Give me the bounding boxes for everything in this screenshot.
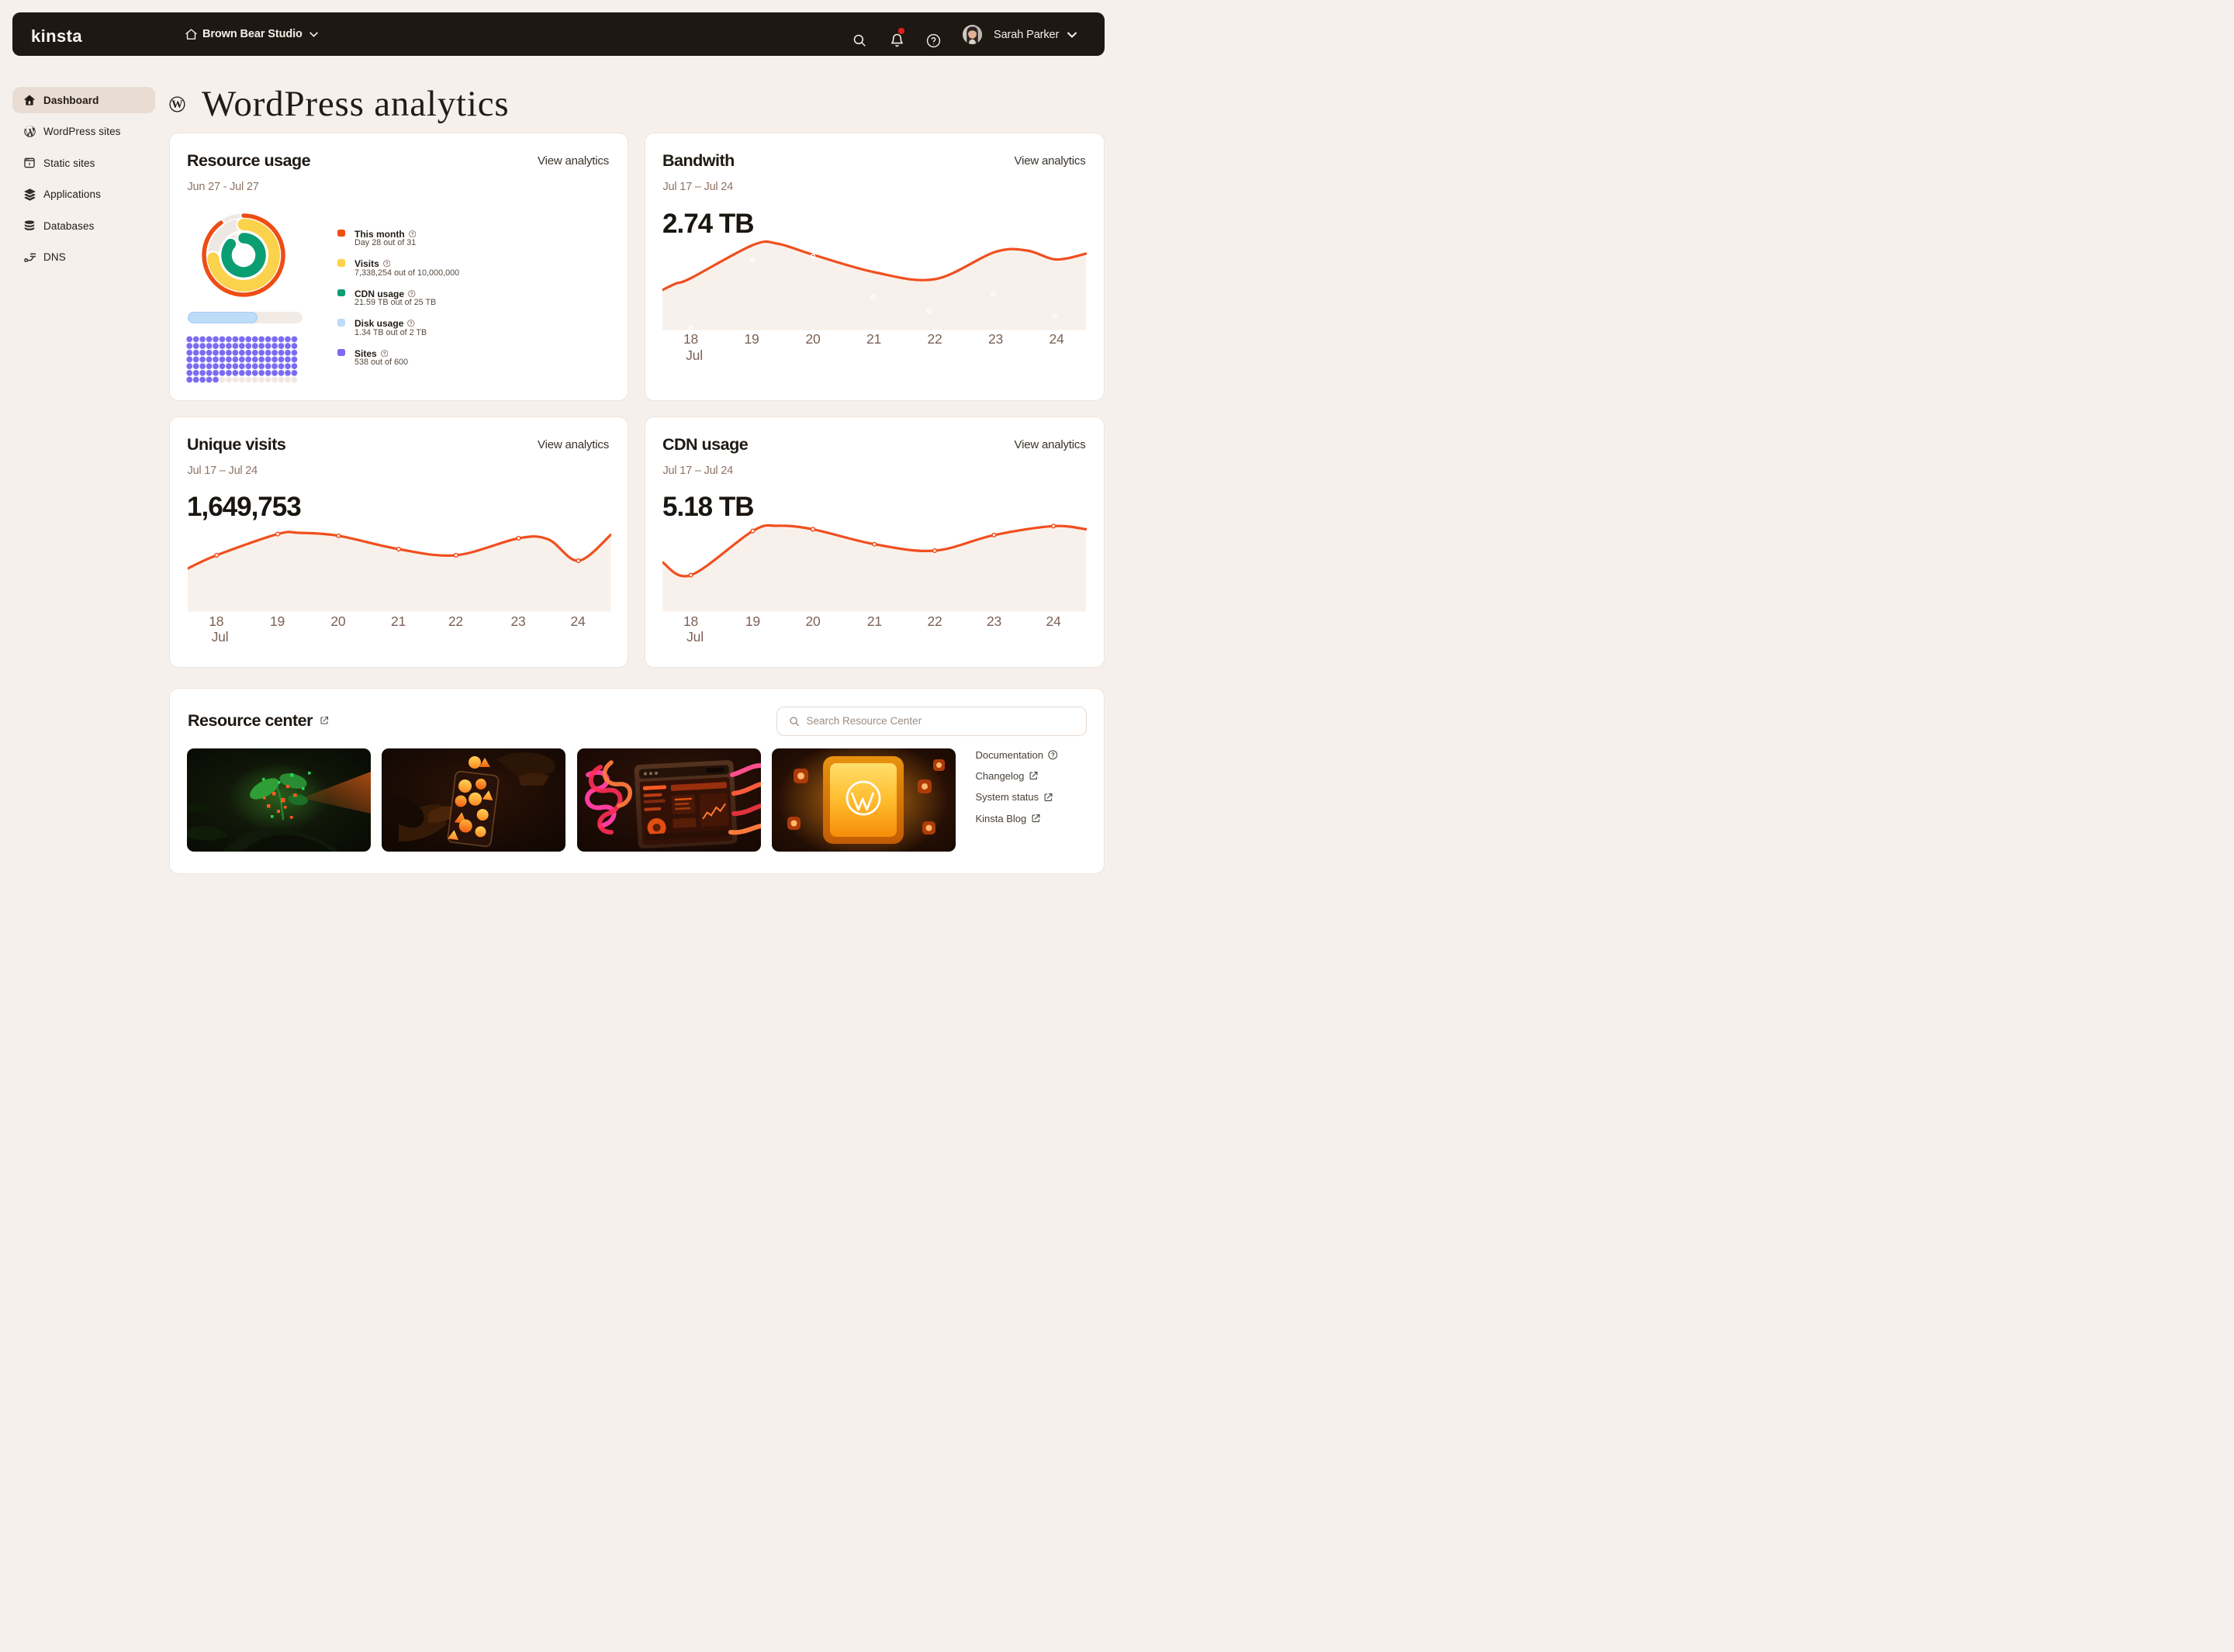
svg-text:W: W — [171, 98, 183, 111]
